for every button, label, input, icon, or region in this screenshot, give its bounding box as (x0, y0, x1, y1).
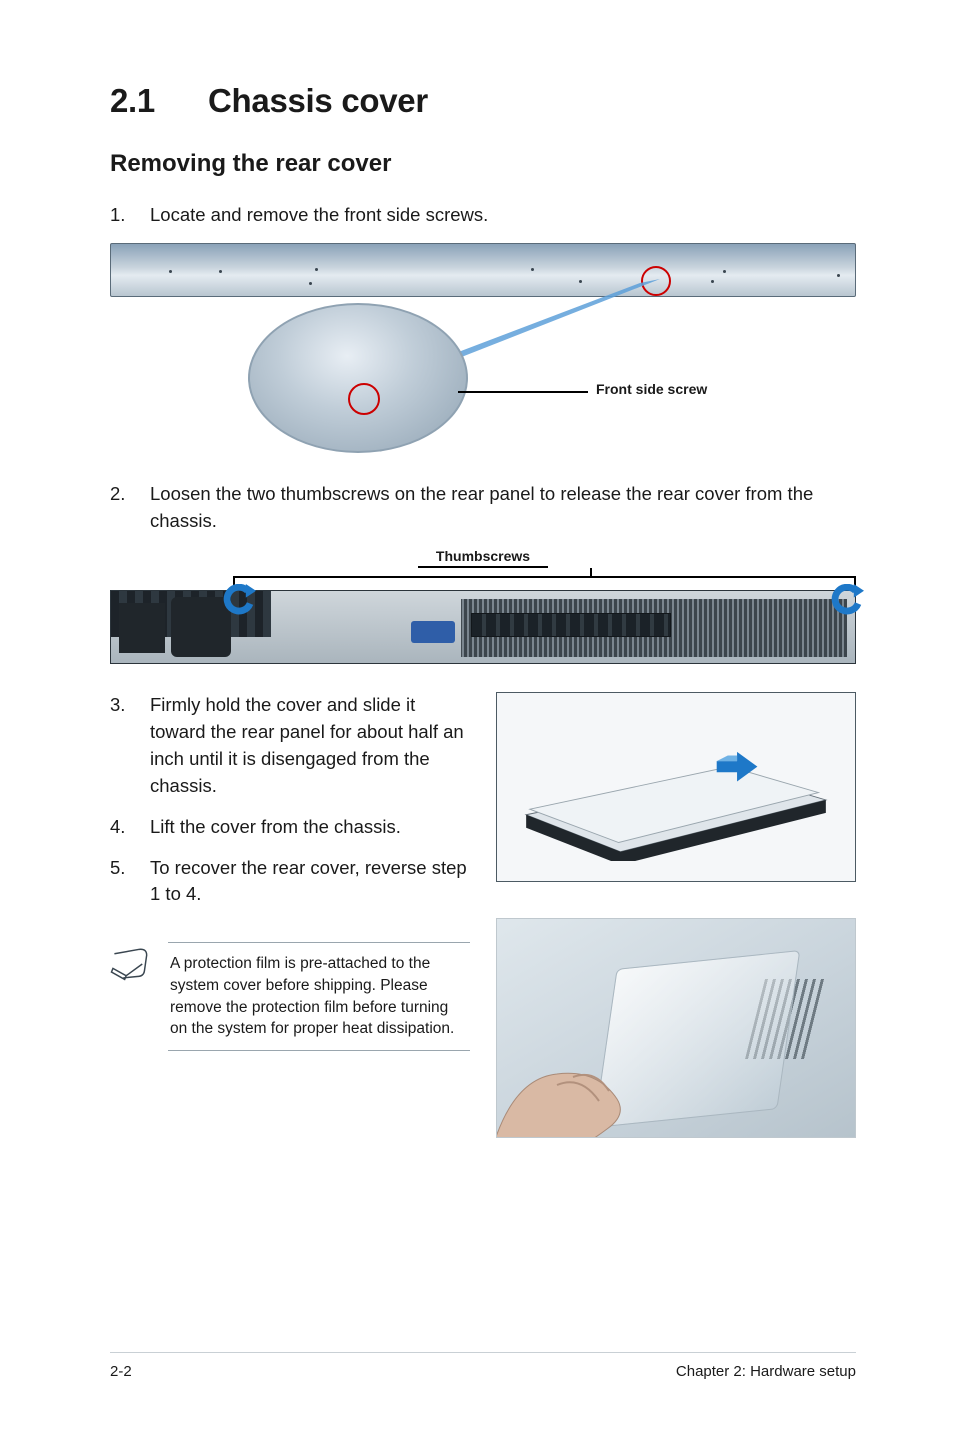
note-icon (110, 942, 154, 1051)
note-text: A protection film is pre-attached to the… (168, 942, 470, 1051)
callout-label-front-side-screw: Front side screw (596, 381, 707, 397)
vga-port (411, 621, 455, 643)
page-footer: 2-2 Chapter 2: Hardware setup (110, 1352, 856, 1380)
zoom-inset (248, 303, 468, 453)
step-number: 2. (110, 481, 150, 535)
section-heading: 2.1Chassis cover (110, 82, 856, 120)
rotate-arrow-icon (830, 584, 864, 618)
rotate-arrow-icon (222, 584, 256, 618)
callout-leader (458, 391, 588, 393)
hand (496, 1019, 667, 1138)
step-number: 3. (110, 692, 150, 799)
step-1: 1. Locate and remove the front side scre… (110, 202, 856, 229)
note-block: A protection film is pre-attached to the… (110, 942, 470, 1051)
figure-protection-film (496, 918, 856, 1138)
section-title: Chassis cover (208, 82, 428, 119)
figure-front-screws: Front side screw (110, 243, 856, 453)
step-number: 5. (110, 855, 150, 909)
screw-highlight-circle (348, 383, 380, 415)
step-4: 4. Lift the cover from the chassis. (110, 814, 470, 841)
callout-label-thumbscrews: Thumbscrews (110, 548, 856, 568)
step-5: 5. To recover the rear cover, reverse st… (110, 855, 470, 909)
expansion-slot (471, 613, 671, 637)
psu-block (119, 603, 165, 653)
figure-slide-cover (496, 692, 856, 882)
step-text: To recover the rear cover, reverse step … (150, 855, 470, 909)
step-3: 3. Firmly hold the cover and slide it to… (110, 692, 470, 799)
subsection-heading: Removing the rear cover (110, 150, 856, 178)
step-text: Locate and remove the front side screws. (150, 202, 856, 229)
step-text: Lift the cover from the chassis. (150, 814, 470, 841)
step-number: 4. (110, 814, 150, 841)
footer-chapter: Chapter 2: Hardware setup (676, 1363, 856, 1380)
step-number: 1. (110, 202, 150, 229)
footer-page-number: 2-2 (110, 1363, 132, 1380)
figure-rear-panel (110, 590, 856, 664)
step-text: Firmly hold the cover and slide it towar… (150, 692, 470, 799)
step-text: Loosen the two thumbscrews on the rear p… (150, 481, 856, 535)
step-2: 2. Loosen the two thumbscrews on the rea… (110, 481, 856, 535)
lower-columns: 3. Firmly hold the cover and slide it to… (110, 692, 856, 1138)
section-number: 2.1 (110, 82, 208, 120)
page: 2.1Chassis cover Removing the rear cover… (0, 0, 954, 1438)
